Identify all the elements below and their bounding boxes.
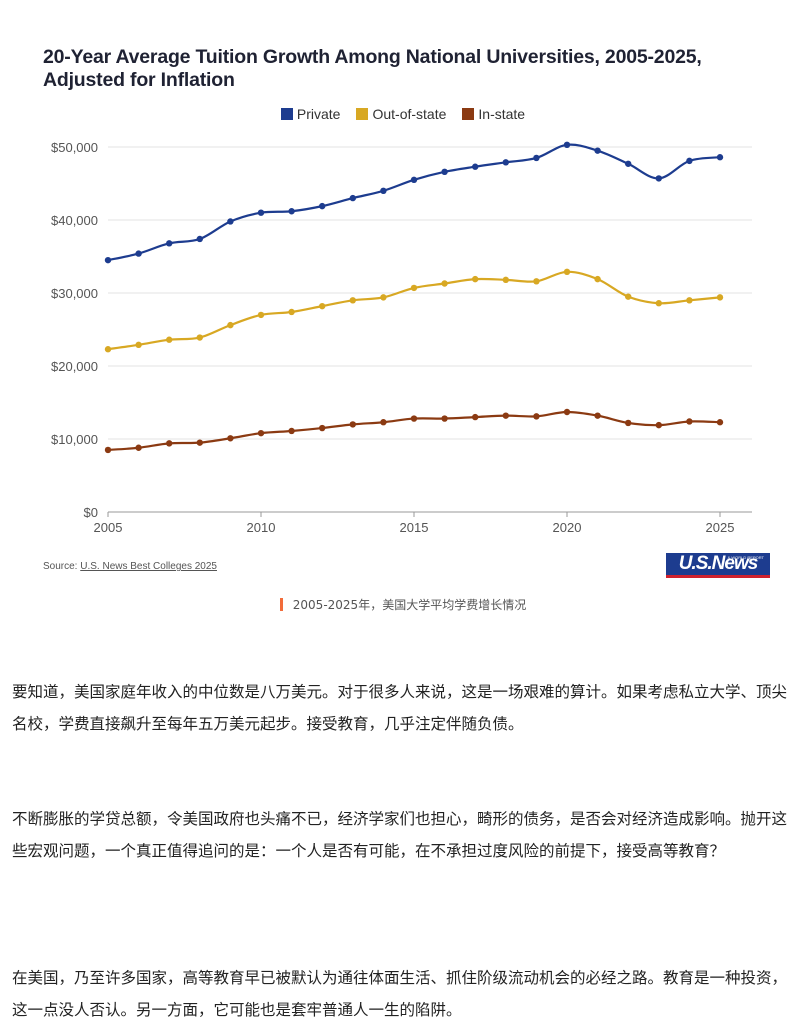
data-point-in-state <box>349 421 356 428</box>
data-point-in-state <box>441 415 448 422</box>
data-point-private <box>533 154 540 162</box>
legend-label-out-of-state: Out-of-state <box>372 106 447 122</box>
legend-item-in-state: In-state <box>462 106 525 122</box>
data-point-in-state <box>502 412 509 419</box>
data-point-out-of-state <box>227 321 234 329</box>
data-point-out-of-state <box>380 294 387 301</box>
caption-marker-icon <box>279 598 283 611</box>
data-point-out-of-state <box>655 300 662 307</box>
data-point-private <box>594 147 601 154</box>
data-point-in-state <box>257 429 265 437</box>
data-point-private <box>257 209 265 216</box>
caption-text: 2005-2025年，美国大学平均学费增长情况 <box>292 598 527 612</box>
data-point-private <box>410 176 418 184</box>
data-point-in-state <box>380 419 387 426</box>
data-point-out-of-state <box>319 302 326 310</box>
data-point-in-state <box>533 413 540 420</box>
x-tick-label: 2015 <box>400 520 429 535</box>
data-point-out-of-state <box>625 293 632 300</box>
y-tick-label: $10,000 <box>51 432 98 447</box>
x-tick-label: 2010 <box>247 520 276 535</box>
data-point-in-state <box>135 444 142 451</box>
data-point-private <box>319 202 326 210</box>
data-point-in-state <box>319 424 326 432</box>
data-point-in-state <box>655 421 662 429</box>
y-tick-label: $30,000 <box>51 286 98 301</box>
chart-legend: Private Out-of-state In-state <box>0 106 806 122</box>
data-point-out-of-state <box>196 334 203 341</box>
data-point-private <box>135 250 142 257</box>
data-point-out-of-state <box>472 275 479 283</box>
logo-text: U.S.News <box>678 553 759 574</box>
data-point-out-of-state <box>257 311 265 319</box>
x-tick-label: 2025 <box>706 520 735 535</box>
chart-source: Source: U.S. News Best Colleges 2025 <box>43 561 217 572</box>
x-tick-label: 2020 <box>553 520 582 535</box>
legend-swatch-private <box>280 108 293 120</box>
data-point-private <box>380 187 387 194</box>
data-point-in-state <box>410 415 418 422</box>
data-point-private <box>563 141 571 149</box>
data-point-in-state <box>686 418 693 425</box>
data-point-in-state <box>472 413 479 421</box>
data-point-out-of-state <box>135 341 142 349</box>
data-point-private <box>441 168 448 176</box>
chart-title: 20-Year Average Tuition Growth Among Nat… <box>43 46 702 91</box>
data-point-in-state <box>563 408 571 416</box>
legend-item-out-of-state: Out-of-state <box>356 106 446 122</box>
legend-item-private: Private <box>280 106 341 122</box>
y-tick-label: $0 <box>84 505 98 520</box>
data-point-in-state <box>227 435 234 442</box>
data-point-out-of-state <box>686 297 693 304</box>
data-point-out-of-state <box>563 268 571 276</box>
data-point-private <box>686 157 693 165</box>
usnews-logo: U.S.News & WORLD REPORT <box>666 553 770 578</box>
data-point-private <box>502 159 509 166</box>
y-tick-label: $40,000 <box>51 213 98 228</box>
data-point-out-of-state <box>288 308 295 316</box>
data-point-out-of-state <box>166 336 173 343</box>
source-prefix: Source: <box>43 561 81 572</box>
data-point-in-state <box>625 419 632 427</box>
data-point-in-state <box>716 419 724 426</box>
data-point-private <box>166 240 173 247</box>
data-point-out-of-state <box>441 280 448 287</box>
article-paragraph-3: 在美国，乃至许多国家，高等教育早已被默认为通往体面生活、抓住阶级流动机会的必经之… <box>12 969 788 1019</box>
data-point-out-of-state <box>104 346 112 353</box>
legend-label-in-state: In-state <box>478 106 526 122</box>
line-chart: $0 $10,000 $20,000 $30,000 $40,000 $50,000 200… <box>51 140 752 535</box>
legend-swatch-in-state <box>462 108 475 120</box>
data-point-private <box>349 194 356 202</box>
data-point-private <box>655 175 662 182</box>
article-paragraph-2: 不断膨胀的学贷总额，令美国政府也头痛不已，经济学家们也担心，畸形的债务，是否会对… <box>12 810 788 860</box>
data-point-in-state <box>104 446 112 454</box>
data-point-private <box>472 163 479 170</box>
logo-small-text: & WORLD REPORT <box>727 555 764 560</box>
y-tick-label: $50,000 <box>51 140 98 155</box>
data-point-out-of-state <box>594 275 601 283</box>
data-point-private <box>625 160 632 167</box>
legend-label-private: Private <box>296 106 341 122</box>
data-point-out-of-state <box>533 278 540 285</box>
data-point-private <box>716 154 724 161</box>
source-link[interactable]: U.S. News Best Colleges 2025 <box>80 561 217 572</box>
data-point-in-state <box>288 427 295 435</box>
data-point-out-of-state <box>502 276 509 284</box>
x-tick-label: 2005 <box>94 520 123 535</box>
data-point-out-of-state <box>349 297 356 304</box>
y-tick-label: $20,000 <box>51 359 98 374</box>
data-point-private <box>288 208 295 215</box>
data-point-out-of-state <box>716 294 724 301</box>
data-point-in-state <box>594 412 601 419</box>
data-point-in-state <box>166 440 173 447</box>
data-point-in-state <box>196 439 203 446</box>
data-point-private <box>227 218 234 225</box>
article-paragraph-1: 要知道，美国家庭年收入的中位数是八万美元。对于很多人来说，这是一场艰难的算计。如… <box>12 683 788 733</box>
image-caption: 2005-2025年，美国大学平均学费增长情况 <box>0 596 806 613</box>
legend-swatch-out-of-state <box>356 108 369 120</box>
data-point-private <box>196 235 203 243</box>
data-point-out-of-state <box>410 284 418 292</box>
data-point-private <box>104 256 112 264</box>
